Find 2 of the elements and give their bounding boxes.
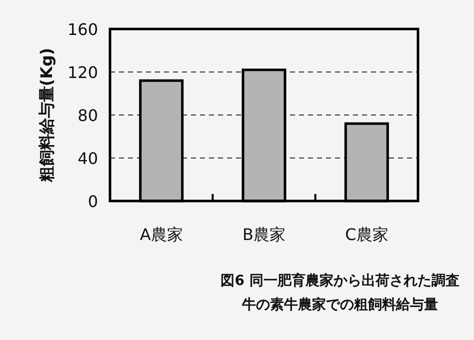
title: 図6 同一肥育農家から出荷された調査牛の素牛農家での粗飼料給与量 [220,273,460,313]
ylabel: 粗飼料給与量(Kg) [37,48,56,182]
